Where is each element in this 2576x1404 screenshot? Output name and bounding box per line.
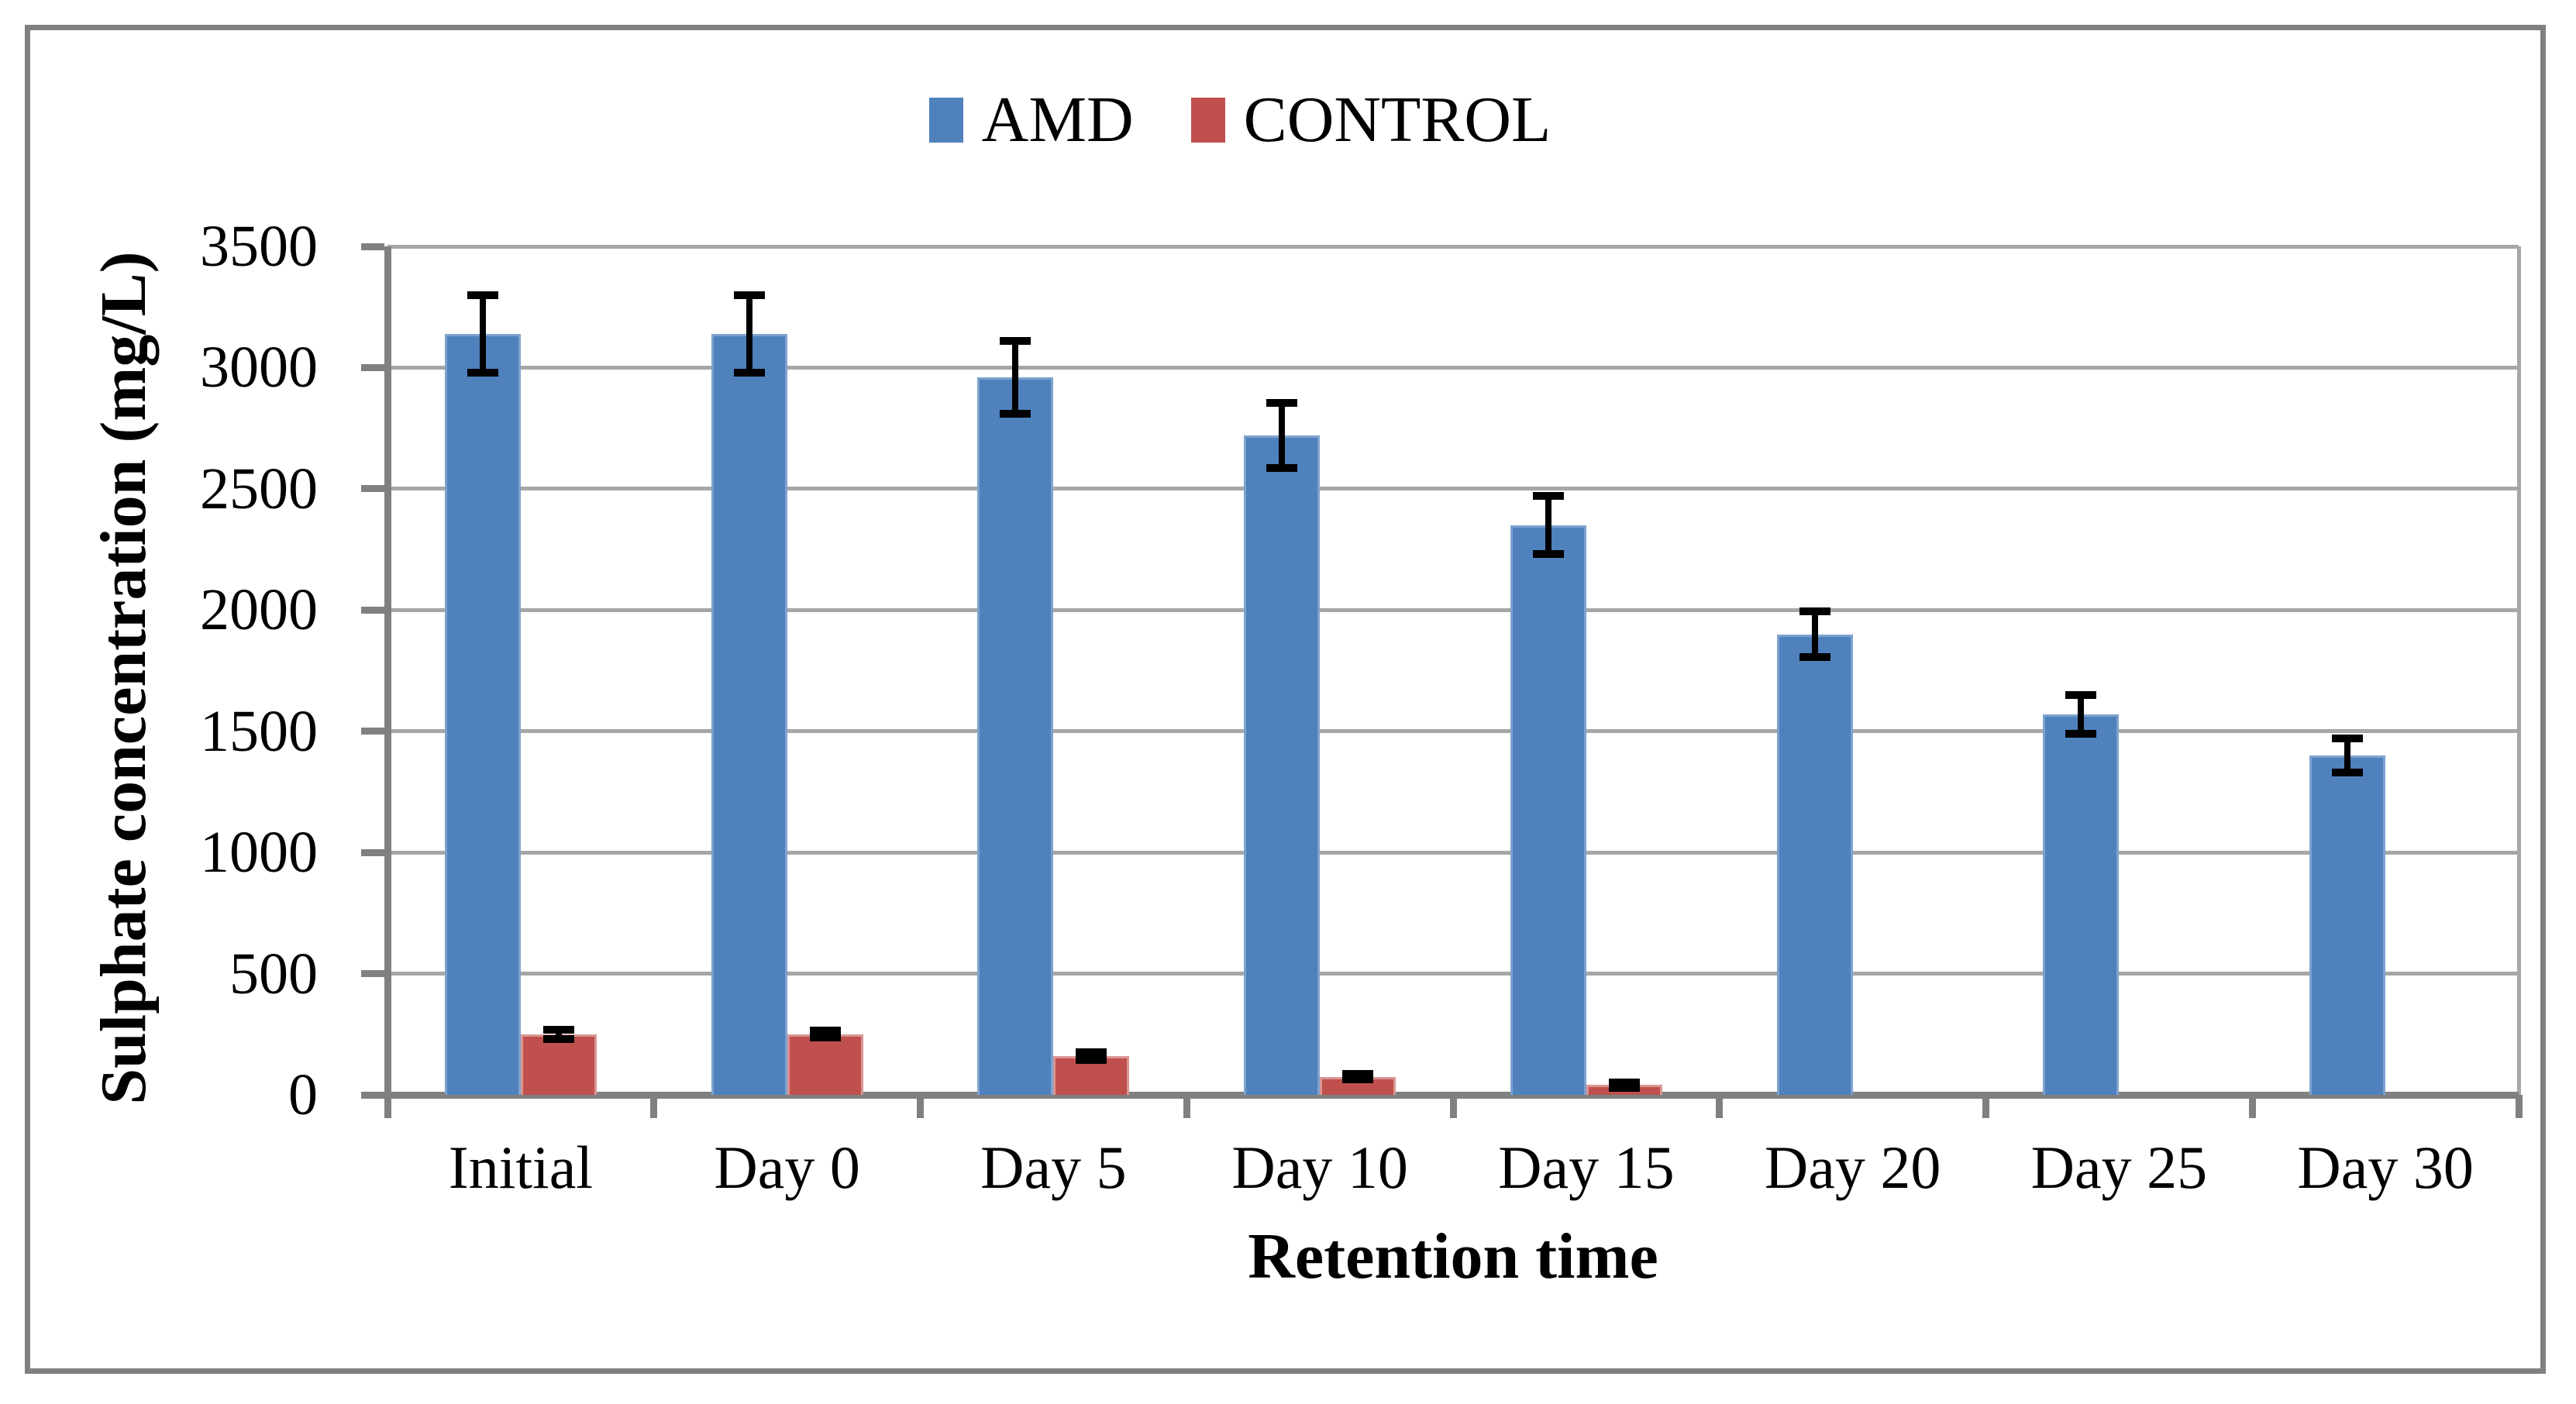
- plot-right-border: [2516, 246, 2521, 1095]
- bar-amd-day-30: [2309, 755, 2386, 1095]
- x-axis-title: Retention time: [1248, 1220, 1658, 1292]
- x-tick-label-day-15: Day 15: [1498, 1134, 1675, 1201]
- y-tick-label-500: 500: [229, 941, 318, 1007]
- errorbar-amd-day-5-cap-top: [1000, 337, 1031, 345]
- y-tick-label-0: 0: [288, 1062, 318, 1127]
- legend-label-control: CONTROL: [1243, 84, 1551, 156]
- y-tick-500: [360, 970, 384, 978]
- legend-swatch-amd: [928, 98, 963, 143]
- errorbar-amd-day-20-cap-bottom: [1799, 653, 1830, 662]
- errorbar-control-day-0-cap-top: [809, 1027, 841, 1035]
- y-tick-1000: [360, 848, 384, 856]
- y-tick-label-3000: 3000: [200, 335, 318, 401]
- errorbar-amd-initial-line: [479, 294, 486, 373]
- gridline-1000: [387, 850, 2519, 855]
- y-tick-2500: [360, 485, 384, 493]
- x-tick-label-day-0: Day 0: [714, 1134, 860, 1201]
- errorbar-amd-day-30-line: [2344, 738, 2351, 773]
- errorbar-control-day-15-cap-bottom: [1608, 1083, 1640, 1092]
- x-tick-3: [1183, 1095, 1190, 1118]
- y-tick-3500: [360, 243, 384, 250]
- y-tick-label-1500: 1500: [200, 698, 318, 764]
- bar-control-initial: [520, 1034, 597, 1095]
- legend-item-control: CONTROL: [1190, 84, 1551, 156]
- gridline-1500: [387, 729, 2519, 734]
- y-tick-label-1000: 1000: [200, 820, 318, 886]
- errorbar-amd-day-0-cap-bottom: [733, 368, 765, 377]
- errorbar-control-day-10-cap-bottom: [1342, 1075, 1374, 1084]
- x-tick-1: [650, 1095, 658, 1118]
- errorbar-control-day-0-cap-bottom: [809, 1034, 841, 1042]
- bar-control-day-0: [787, 1034, 863, 1095]
- bar-amd-initial: [444, 333, 521, 1095]
- errorbar-amd-day-25-cap-top: [2065, 690, 2097, 699]
- x-tick-label-initial: Initial: [448, 1134, 594, 1201]
- errorbar-amd-day-10-line: [1279, 402, 1286, 469]
- errorbar-control-initial-cap-top: [542, 1025, 574, 1034]
- x-tick-2: [917, 1095, 924, 1118]
- y-tick-3000: [360, 363, 384, 371]
- errorbar-amd-day-20-cap-top: [1799, 607, 1830, 615]
- legend-swatch-control: [1190, 98, 1225, 143]
- x-tick-label-day-10: Day 10: [1231, 1134, 1408, 1201]
- bar-amd-day-10: [1244, 435, 1321, 1095]
- errorbar-control-initial-cap-bottom: [542, 1035, 574, 1044]
- errorbar-amd-day-15-line: [1545, 496, 1551, 555]
- errorbar-amd-day-10-cap-bottom: [1266, 464, 1298, 473]
- errorbar-amd-day-5-line: [1012, 341, 1019, 414]
- y-tick-label-2500: 2500: [200, 456, 318, 521]
- x-tick-4: [1449, 1095, 1457, 1118]
- bar-amd-day-0: [711, 333, 787, 1095]
- errorbar-amd-day-5-cap-bottom: [1000, 409, 1031, 418]
- errorbar-amd-initial-cap-top: [467, 291, 498, 299]
- x-tick-7: [2248, 1095, 2256, 1118]
- x-tick-label-day-5: Day 5: [980, 1134, 1127, 1201]
- bar-amd-day-20: [1776, 634, 1853, 1095]
- bar-amd-day-5: [977, 377, 1054, 1095]
- errorbar-amd-day-0-line: [746, 294, 752, 373]
- errorbar-control-day-10-cap-top: [1342, 1069, 1374, 1078]
- x-tick-8: [2515, 1095, 2523, 1118]
- errorbar-amd-day-30-cap-bottom: [2332, 768, 2364, 776]
- y-axis-line: [384, 246, 391, 1099]
- x-tick-6: [1982, 1095, 1989, 1118]
- errorbar-amd-day-20-line: [1811, 611, 1818, 658]
- y-tick-label-2000: 2000: [200, 577, 318, 643]
- errorbar-control-day-5-cap-top: [1076, 1048, 1107, 1057]
- errorbar-amd-day-10-cap-top: [1266, 398, 1298, 407]
- errorbar-amd-day-15-cap-bottom: [1532, 550, 1564, 559]
- gridline-500: [387, 972, 2519, 976]
- bar-amd-day-15: [1510, 525, 1586, 1095]
- x-tick-5: [1716, 1095, 1724, 1118]
- errorbar-control-initial-line: [555, 1029, 562, 1040]
- errorbar-amd-initial-cap-bottom: [467, 368, 498, 377]
- x-tick-label-day-25: Day 25: [2030, 1134, 2208, 1201]
- legend-item-amd: AMD: [928, 84, 1134, 156]
- y-tick-2000: [360, 606, 384, 614]
- legend: AMD CONTROL: [0, 77, 2528, 163]
- y-tick-label-3500: 3500: [200, 214, 318, 279]
- errorbar-amd-day-15-cap-top: [1532, 492, 1564, 501]
- errorbar-control-day-5-cap-bottom: [1076, 1055, 1107, 1064]
- gridline-2500: [387, 487, 2519, 491]
- gridline-3500: [387, 244, 2519, 249]
- y-tick-1500: [360, 728, 384, 735]
- x-tick-label-day-30: Day 30: [2297, 1134, 2474, 1201]
- x-tick-0: [384, 1095, 391, 1118]
- y-tick-0: [360, 1091, 384, 1099]
- errorbar-control-day-15-cap-top: [1608, 1079, 1640, 1087]
- errorbar-amd-day-25-line: [2078, 694, 2085, 734]
- gridline-3000: [387, 365, 2519, 370]
- errorbar-amd-day-0-cap-top: [733, 291, 765, 299]
- errorbar-amd-day-25-cap-bottom: [2065, 729, 2097, 738]
- gridline-2000: [387, 607, 2519, 612]
- legend-label-amd: AMD: [981, 84, 1134, 156]
- bar-amd-day-25: [2043, 714, 2120, 1095]
- x-tick-label-day-20: Day 20: [1764, 1134, 1941, 1201]
- errorbar-amd-day-30-cap-top: [2332, 735, 2364, 743]
